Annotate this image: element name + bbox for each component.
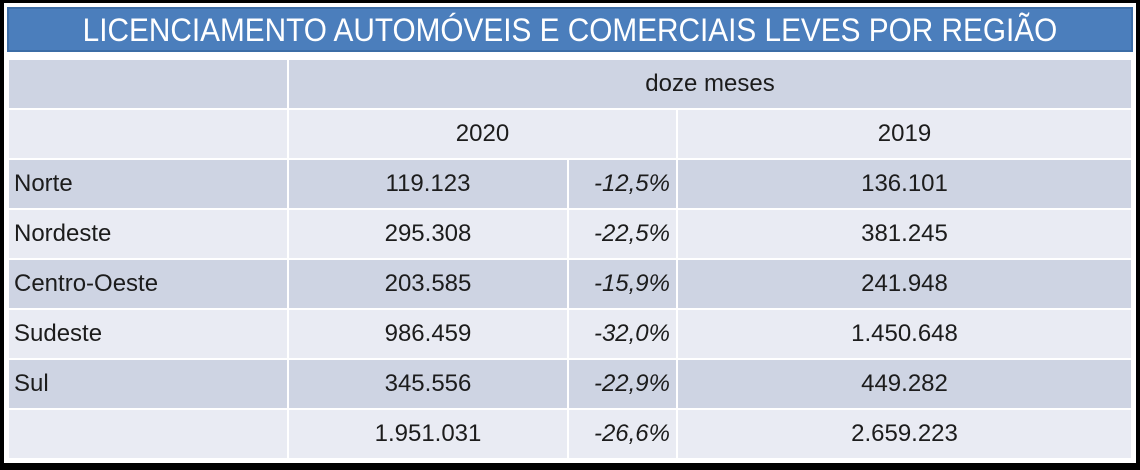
region-cell: Nordeste: [9, 210, 287, 258]
pct-change-cell: -22,5%: [569, 210, 676, 258]
value-2019-cell: 241.948: [678, 260, 1131, 308]
value-2019-cell: 1.450.648: [678, 310, 1131, 358]
value-2020-cell: 345.556: [289, 360, 567, 408]
group-header-row: doze meses: [9, 60, 1131, 108]
pct-change-cell: -32,0%: [569, 310, 676, 358]
value-2019-cell: 136.101: [678, 160, 1131, 208]
value-2020-cell: 119.123: [289, 160, 567, 208]
pct-change-cell: -22,9%: [569, 360, 676, 408]
table-row: Sudeste 986.459 -32,0% 1.450.648: [9, 310, 1131, 358]
table-row: Centro-Oeste 203.585 -15,9% 241.948: [9, 260, 1131, 308]
total-pct-cell: -26,6%: [569, 410, 676, 458]
table-row: Sul 345.556 -22,9% 449.282: [9, 360, 1131, 408]
year-2019-header: 2019: [678, 110, 1131, 158]
region-cell: Norte: [9, 160, 287, 208]
value-2020-cell: 986.459: [289, 310, 567, 358]
empty-corner-cell: [9, 60, 287, 108]
value-2019-cell: 449.282: [678, 360, 1131, 408]
table-row: Nordeste 295.308 -22,5% 381.245: [9, 210, 1131, 258]
table-row: Norte 119.123 -12,5% 136.101: [9, 160, 1131, 208]
region-cell: Centro-Oeste: [9, 260, 287, 308]
value-2020-cell: 295.308: [289, 210, 567, 258]
year-2020-header: 2020: [289, 110, 676, 158]
total-row: 1.951.031 -26,6% 2.659.223: [9, 410, 1131, 458]
region-cell: Sul: [9, 360, 287, 408]
value-2020-cell: 203.585: [289, 260, 567, 308]
empty-header-cell: [9, 110, 287, 158]
year-header-row: 2020 2019: [9, 110, 1131, 158]
total-2019-cell: 2.659.223: [678, 410, 1131, 458]
group-header-cell: doze meses: [289, 60, 1131, 108]
page-title: LICENCIAMENTO AUTOMÓVEIS E COMERCIAIS LE…: [82, 11, 1058, 48]
title-banner: LICENCIAMENTO AUTOMÓVEIS E COMERCIAIS LE…: [7, 7, 1133, 52]
total-2020-cell: 1.951.031: [289, 410, 567, 458]
pct-change-cell: -12,5%: [569, 160, 676, 208]
licensing-table: doze meses 2020 2019 Norte 119.123 -12,5…: [7, 58, 1133, 460]
pct-change-cell: -15,9%: [569, 260, 676, 308]
empty-total-label-cell: [9, 410, 287, 458]
value-2019-cell: 381.245: [678, 210, 1131, 258]
region-cell: Sudeste: [9, 310, 287, 358]
